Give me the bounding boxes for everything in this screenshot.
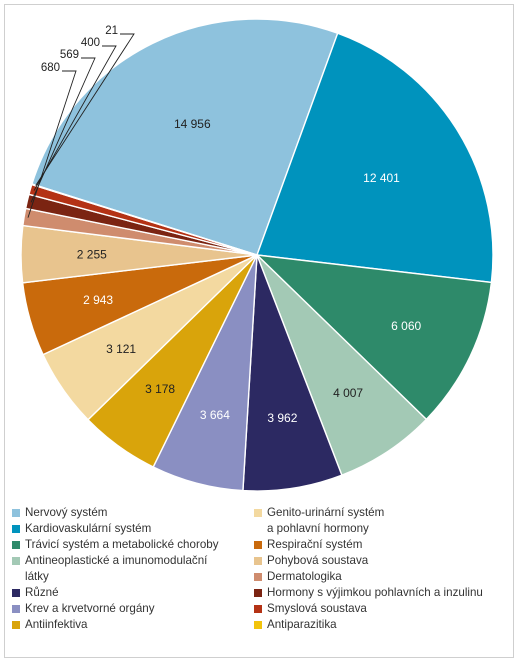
legend-item: Krev a krvetvorné orgány [12,601,250,617]
legend-label: a pohlavní hormony [267,522,369,535]
legend-item: Hormony s výjimkou pohlavních a inzulinu [254,585,514,601]
legend-label: Kardiovaskulární systém [25,522,152,535]
pie-slice [30,183,258,256]
pie-slice [31,18,339,256]
legend-item: Antiinfektiva [12,617,250,633]
leader-line [35,33,135,186]
legend-item: Kardiovaskulární systém [12,521,250,537]
legend-item: Nervový systém [12,505,250,521]
legend-item: Různé [12,585,250,601]
slice-value-label: 2 943 [83,293,113,307]
legend-item: Trávicí systém a metabolické choroby [12,537,250,553]
slice-value-label: 3 121 [106,342,136,356]
legend-swatch [254,589,262,597]
pie-chart: 14 956 12 401 6 060 4 007 3 962 3 664 3 178 3 1… [20,18,494,492]
slice-value-label: 400 [81,37,100,49]
slice-value-label: 12 401 [363,171,400,185]
legend-label: Pohybová soustava [267,554,369,567]
legend-swatch [254,557,262,565]
slice-value-label: 569 [60,49,79,61]
slice-value-label: 4 007 [333,386,363,400]
legend-item: Pohybová soustava [254,553,514,569]
legend-label: Antiinfektiva [25,618,88,631]
legend-column-left: Nervový systém Kardiovaskulární systém Trá… [12,505,250,633]
legend-label: látky [25,570,49,583]
legend-label: Hormony s výjimkou pohlavních a inzulinu [267,586,483,599]
legend-swatch [254,621,262,629]
legend-swatch [12,541,20,549]
legend-swatch [254,509,262,517]
legend-label: Dermatologika [267,570,342,583]
legend-label: Antiparazitika [267,618,337,631]
slice-value-label: 6 060 [391,319,421,333]
pie-slice [256,32,494,284]
slice-value-label: 2 255 [77,247,107,261]
legend-swatch [12,621,20,629]
legend-swatch [12,589,20,597]
slice-value-label: 3 962 [267,411,297,425]
legend-swatch [12,525,20,533]
leader-line [27,70,77,218]
leader-line [30,57,96,203]
legend-item: Respirační systém [254,537,514,553]
legend-swatch [12,605,20,613]
pie-slice [255,254,493,421]
legend-swatch [12,557,20,565]
legend-label: Smyslová soustava [267,602,367,615]
legend-label: Různé [25,586,59,599]
legend-label: Nervový systém [25,506,108,519]
slice-value-label: 3 664 [200,408,230,422]
legend-swatch [254,573,262,581]
legend-label: Genito-urinární systém [267,506,385,519]
legend-item: Antineoplastické a imunomodulační látky [12,553,250,585]
legend-label: Krev a krvetvorné orgány [25,602,155,615]
legend-swatch [254,605,262,613]
legend-label: Antineoplastické a imunomodulační [25,554,208,567]
legend-item: Smyslová soustava [254,601,514,617]
legend-item: Genito-urinární systém a pohlavní hormony [254,505,514,537]
legend-swatch [254,541,262,549]
legend-label: Trávicí systém a metabolické choroby [25,538,219,551]
leader-line [33,45,117,191]
slice-value-label: 3 178 [145,382,175,396]
slice-value-label: 680 [41,62,60,74]
legend-label: Respirační systém [267,538,363,551]
legend-item: Dermatologika [254,569,514,585]
slice-value-label: 14 956 [174,117,211,131]
slice-value-label: 21 [105,25,118,37]
legend-column-right: Genito-urinární systém a pohlavní hormony… [254,505,514,633]
legend-swatch [12,509,20,517]
legend-item: Antiparazitika [254,617,514,633]
